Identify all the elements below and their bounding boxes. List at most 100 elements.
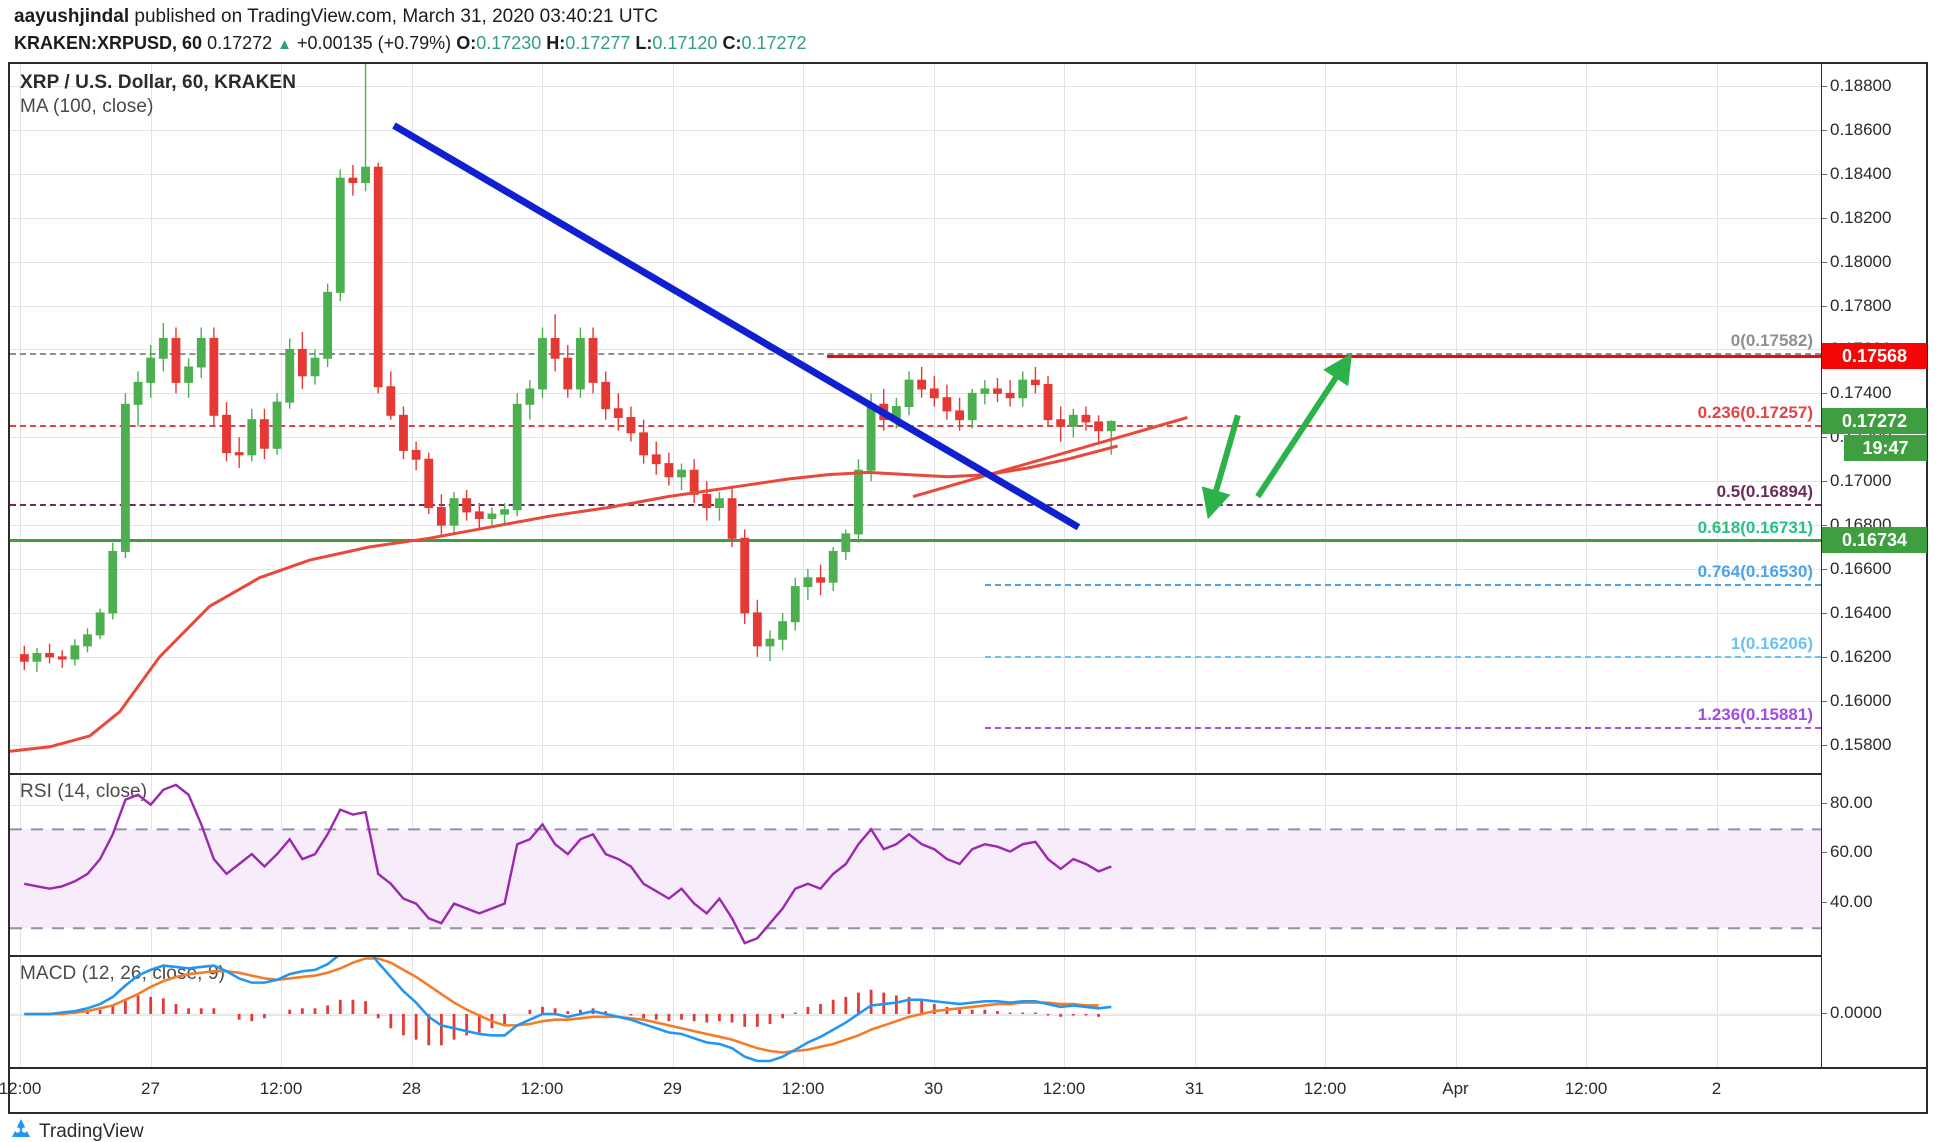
gridline-vertical — [150, 775, 152, 953]
price-axis-tick: 0.17800 — [1821, 295, 1892, 315]
published-text: published on TradingView.com, March 31, … — [134, 6, 658, 27]
price-axis-tick: 0.18400 — [1821, 163, 1892, 183]
low-value: 0.17120 — [652, 33, 718, 53]
gridline-vertical — [1586, 957, 1587, 1067]
ticker-change-pct: (+0.79%) — [377, 33, 452, 53]
time-axis-tick: 30 — [924, 1079, 943, 1098]
time-axis-tick: 12:00 — [1303, 1079, 1347, 1098]
gridline-vertical — [281, 957, 282, 1067]
macd-axis-tick: 0.0000 — [1822, 1003, 1882, 1022]
time-axis-tick: 28 — [402, 1079, 421, 1098]
price-axis[interactable]: 0.18800 0.18600 0.18400 0.18200 0.18000 0.178… — [1821, 64, 1927, 1067]
tradingview-brand-label: TradingView — [39, 1120, 144, 1142]
gridline-vertical — [1194, 957, 1196, 1067]
gridline-vertical — [1064, 957, 1065, 1067]
descending-trendline — [392, 122, 1081, 531]
time-axis-tick: 2 — [1711, 1079, 1722, 1098]
price-axis-tick: 0.18200 — [1821, 207, 1892, 227]
gridline-horizontal — [10, 85, 1821, 87]
rsi-pane[interactable]: RSI (14, close) — [10, 773, 1821, 953]
gridline-vertical — [803, 957, 804, 1067]
gridline-vertical — [1325, 957, 1326, 1067]
gridline-vertical — [803, 64, 804, 771]
open-value: 0.17230 — [476, 33, 542, 53]
gridline-vertical — [1194, 775, 1196, 953]
price-axis-tick: 0.15800 — [1821, 734, 1892, 754]
time-axis-tick: 12:00 — [781, 1079, 825, 1098]
gridline-vertical — [411, 957, 413, 1067]
rsi-indicator-title: RSI (14, close) — [20, 781, 148, 802]
macd-indicator-title: MACD (12, 26, close, 9) — [20, 963, 226, 984]
gridline-vertical — [1064, 64, 1065, 771]
fib-level-label: 0.618(0.16731) — [1697, 518, 1813, 538]
gridline-vertical — [672, 775, 674, 953]
publisher-line: aayushjindal published on TradingView.co… — [14, 6, 658, 28]
gridline-vertical — [933, 775, 935, 953]
tradingview-logo-icon — [10, 1118, 32, 1142]
macd-pane[interactable]: MACD (12, 26, close, 9) — [10, 955, 1821, 1067]
author-name: aayushjindal — [14, 6, 130, 27]
time-axis-tick: 29 — [663, 1079, 682, 1098]
open-label: O: — [456, 33, 477, 53]
gridline-vertical — [933, 64, 935, 771]
gridline-vertical — [1455, 957, 1457, 1067]
price-axis-tick: 0.17400 — [1821, 383, 1892, 403]
ma-100-line — [10, 444, 1118, 753]
time-axis-tick: Apr — [1442, 1079, 1469, 1098]
time-axis-tick: 12:00 — [0, 1079, 42, 1098]
time-axis-tick: 31 — [1185, 1079, 1204, 1098]
low-label: L: — [635, 33, 653, 53]
fib-level-line — [985, 584, 1821, 587]
up-triangle-icon: ▲ — [277, 36, 293, 53]
rsi-line — [24, 783, 1112, 945]
time-axis-tick: 27 — [141, 1079, 160, 1098]
fib-level-label: 0(0.17582) — [1730, 331, 1813, 351]
gridline-vertical — [150, 64, 152, 771]
gridline-vertical — [281, 775, 282, 953]
price-axis-tick: 0.16000 — [1821, 690, 1892, 710]
support-price-badge: 0.16734 — [1822, 526, 1927, 553]
gridline-vertical — [1586, 64, 1587, 771]
gridline-vertical — [1716, 64, 1718, 771]
rsi-axis-tick: 40.00 — [1822, 891, 1873, 911]
close-value: 0.17272 — [741, 33, 807, 53]
chart-frame: 0(0.17582) 0.236(0.17257) 0.5(0.16894) 0.61… — [0, 62, 1928, 1114]
fib-level-label: 0.5(0.16894) — [1716, 482, 1813, 502]
fib-level-label: 1.236(0.15881) — [1697, 704, 1813, 724]
time-axis-tick: 12:00 — [1564, 1079, 1608, 1098]
time-axis-tick: 12:00 — [259, 1079, 303, 1098]
gridline-vertical — [1716, 957, 1718, 1067]
gridline-vertical — [1064, 775, 1065, 953]
ticker-quote-line: KRAKEN:XRPUSD, 60 0.17272 ▲ +0.00135 (+0… — [14, 33, 807, 54]
gridline-vertical — [1586, 775, 1587, 953]
fib-level-label: 1(0.16206) — [1730, 633, 1813, 653]
gridline-vertical — [1455, 775, 1457, 953]
fib-level-label: 0.764(0.16530) — [1697, 562, 1813, 582]
bearish-arrow — [1201, 414, 1241, 520]
ticker-change-abs: +0.00135 — [297, 33, 373, 53]
fib-level-label: 0.236(0.17257) — [1697, 402, 1813, 422]
tradingview-footer: TradingView — [10, 1118, 144, 1142]
gridline-vertical — [672, 64, 674, 771]
gridline-vertical — [672, 957, 674, 1067]
gridline-vertical — [20, 957, 21, 1067]
countdown-badge: 19:47 — [1844, 435, 1927, 462]
ascending-support-trendline — [912, 416, 1188, 498]
gridline-vertical — [20, 64, 21, 771]
high-value: 0.17277 — [565, 33, 631, 53]
time-axis-tick: 12:00 — [520, 1079, 564, 1098]
price-axis-tick: 0.18600 — [1821, 119, 1892, 139]
last-price-badge: 0.17272 — [1822, 408, 1927, 435]
support-ray — [10, 538, 1821, 542]
time-axis[interactable]: 12:00 27 12:00 28 12:00 29 12:00 30 12:00 31 12:00… — [0, 1067, 1926, 1112]
bullish-arrow — [1255, 352, 1353, 499]
gridline-vertical — [933, 957, 935, 1067]
price-pane[interactable]: 0(0.17582) 0.236(0.17257) 0.5(0.16894) 0.61… — [10, 64, 1821, 771]
fib-level-line — [985, 655, 1821, 658]
gridline-vertical — [803, 775, 804, 953]
gridline-vertical — [1325, 64, 1326, 771]
price-axis-tick: 0.18800 — [1821, 75, 1892, 95]
gridline-vertical — [411, 64, 413, 771]
rsi-axis-tick: 60.00 — [1822, 842, 1873, 862]
